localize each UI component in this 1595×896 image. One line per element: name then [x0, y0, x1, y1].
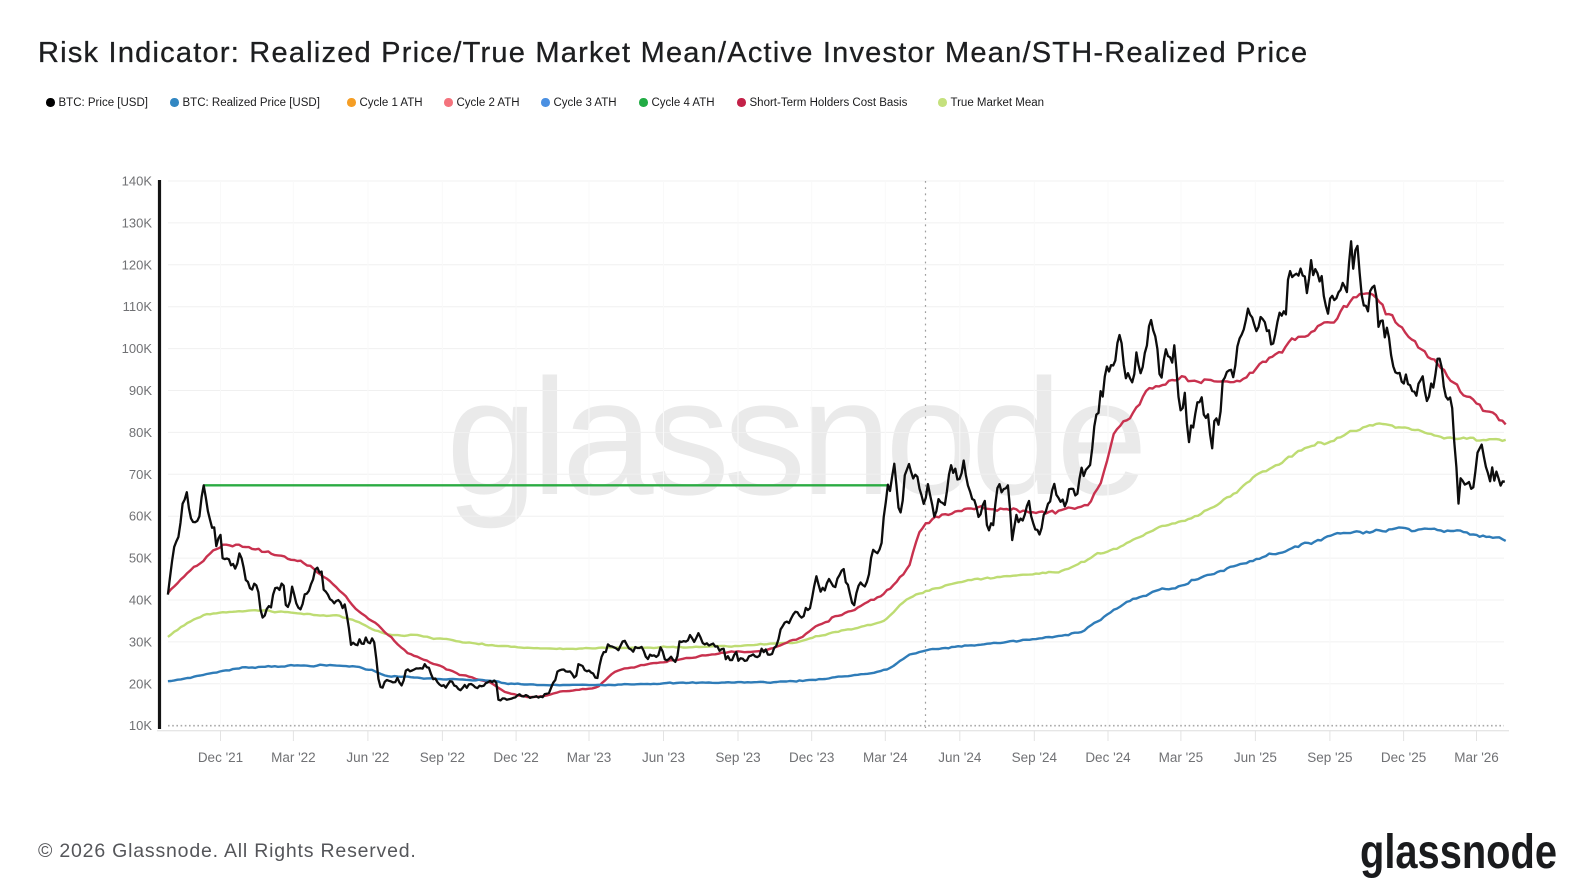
- svg-text:20K: 20K: [129, 676, 152, 691]
- svg-text:80K: 80K: [129, 425, 152, 440]
- svg-text:130K: 130K: [122, 215, 153, 230]
- svg-text:140K: 140K: [122, 174, 153, 189]
- svg-text:Dec '25: Dec '25: [1381, 750, 1426, 765]
- svg-text:Sep '25: Sep '25: [1307, 750, 1352, 765]
- svg-text:Sep '22: Sep '22: [420, 750, 465, 765]
- svg-text:Dec '24: Dec '24: [1085, 750, 1131, 765]
- svg-text:Mar '23: Mar '23: [567, 750, 612, 765]
- svg-text:100K: 100K: [122, 341, 153, 356]
- svg-text:glassnode: glassnode: [446, 345, 1142, 529]
- svg-text:Sep '24: Sep '24: [1012, 750, 1058, 765]
- svg-text:Jun '22: Jun '22: [346, 750, 389, 765]
- svg-text:120K: 120K: [122, 257, 153, 272]
- svg-text:Sep '23: Sep '23: [715, 750, 760, 765]
- svg-text:Mar '25: Mar '25: [1159, 750, 1204, 765]
- svg-text:30K: 30K: [129, 634, 152, 649]
- svg-text:Mar '24: Mar '24: [863, 750, 908, 765]
- svg-text:Jun '24: Jun '24: [938, 750, 982, 765]
- svg-text:90K: 90K: [129, 383, 152, 398]
- svg-text:10K: 10K: [129, 718, 152, 733]
- svg-text:50K: 50K: [129, 551, 152, 566]
- svg-text:Mar '22: Mar '22: [271, 750, 316, 765]
- svg-text:Dec '22: Dec '22: [493, 750, 538, 765]
- svg-text:Jun '25: Jun '25: [1234, 750, 1277, 765]
- svg-text:Dec '21: Dec '21: [198, 750, 243, 765]
- svg-text:Dec '23: Dec '23: [789, 750, 834, 765]
- svg-text:60K: 60K: [129, 509, 152, 524]
- svg-text:70K: 70K: [129, 467, 152, 482]
- svg-text:glassnode: glassnode: [1360, 826, 1557, 879]
- svg-text:Mar '26: Mar '26: [1454, 750, 1499, 765]
- svg-text:40K: 40K: [129, 593, 152, 608]
- svg-text:Jun '23: Jun '23: [642, 750, 685, 765]
- svg-text:110K: 110K: [123, 299, 153, 314]
